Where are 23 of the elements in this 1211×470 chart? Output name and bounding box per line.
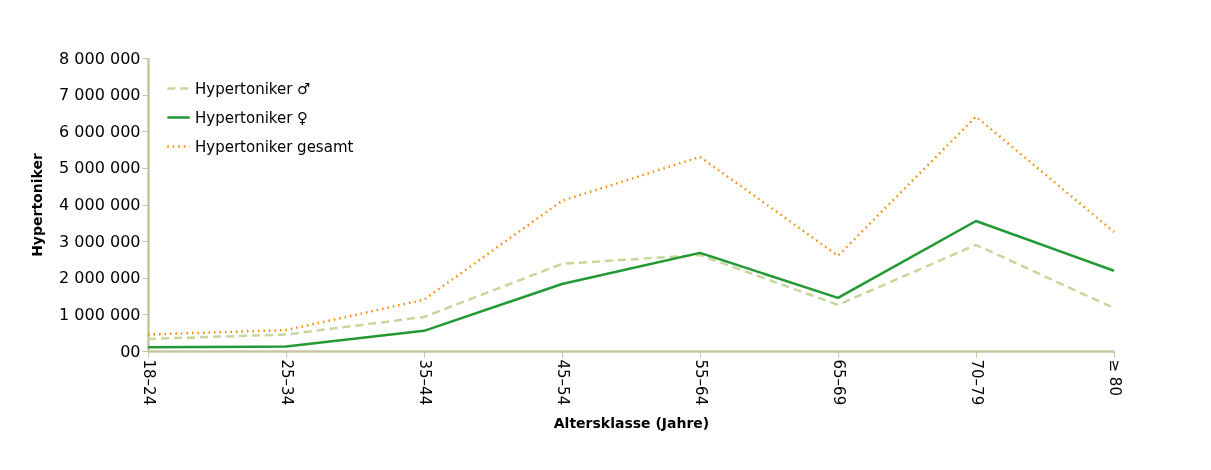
x-tick-label: 45–54 [553,359,572,406]
x-tick-label: 25–34 [277,359,296,406]
x-axis-title: Altersklasse (Jahre) [553,415,710,432]
y-axis-title: Hypertoniker [29,153,46,257]
x-tick-label: 55–64 [691,359,710,406]
x-tick-label: 65–69 [829,359,848,406]
line-series [146,219,1116,349]
x-tick-label: 70–79 [967,359,986,406]
y-tick-label: 3 000 000 [59,231,141,251]
y-tick-label: 4 000 000 [59,195,141,214]
y-tick-label: 7 000 000 [59,85,141,105]
legend-label: Hypertoniker ♀ [195,108,309,127]
legend-label: Hypertoniker gesamt [195,137,354,156]
y-tick-label: 5 000 000 [59,158,141,178]
x-tick-label: 18–24 [139,359,158,406]
legend-label: Hypertoniker ♂ [195,79,311,98]
y-tick-label: 2 000 000 [59,268,141,288]
y-tick-label: 8 000 000 [59,48,141,68]
y-tick-label: 1 000 000 [59,304,141,324]
x-tick-label: 35–44 [415,359,434,406]
y-tick-label: 00 [120,341,141,361]
x-tick-label: ≥ 80 [1105,359,1124,396]
y-tick-label: 6 000 000 [59,121,141,141]
